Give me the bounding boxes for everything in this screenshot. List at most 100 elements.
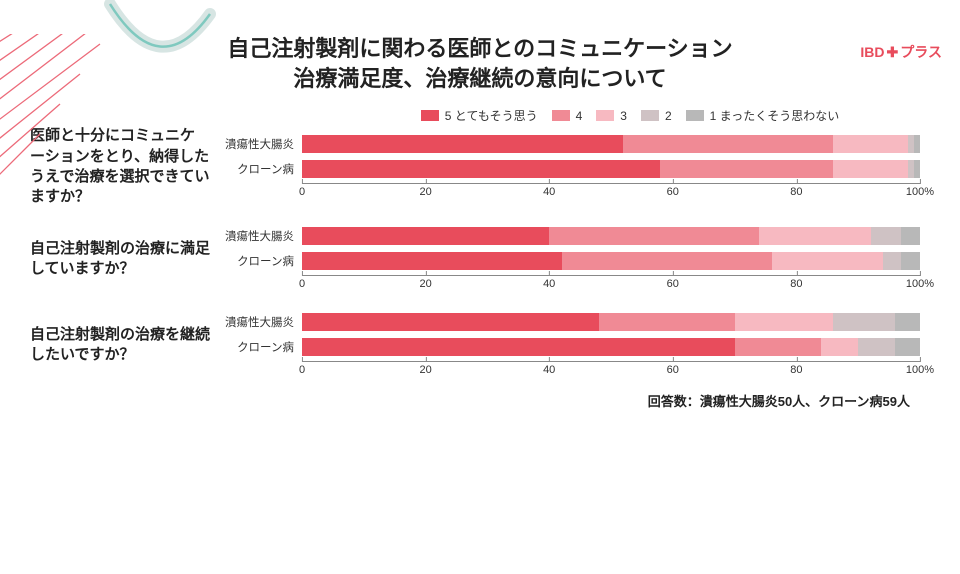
bar-row: 潰瘍性大腸炎 (220, 225, 920, 247)
stacked-bar (302, 252, 920, 270)
bar-segment (302, 313, 599, 331)
legend-label: 4 (576, 109, 583, 123)
x-axis: 020406080100% (302, 183, 920, 201)
stacked-bar (302, 160, 920, 178)
bar-segment (735, 338, 822, 356)
question-group: 自己注射製剤の治療を継続したいですか？潰瘍性大腸炎クローン病 0 20 40 60 80 1… (0, 311, 960, 379)
axis-tick: 40 (543, 180, 555, 192)
page-title: 自己注射製剤に関わる医師とのコミュニケーション 治療満足度、治療継続の意向につい… (0, 34, 960, 93)
bar-segment (599, 313, 735, 331)
bar-row: 潰瘍性大腸炎 (220, 133, 920, 155)
logo-text-1: IBD (860, 44, 884, 60)
bar-segment (901, 227, 920, 245)
legend-swatch (596, 110, 614, 121)
row-label: クローン病 (220, 339, 302, 355)
axis-tick: 0 (299, 272, 305, 284)
axis-tick: 40 (543, 272, 555, 284)
bar-row: クローン病 (220, 336, 920, 358)
axis-tick: 100% (906, 358, 934, 370)
legend-label: 1 まったくそう思わない (710, 107, 840, 124)
axis-tick: 100% (906, 272, 934, 284)
bar-segment (549, 227, 759, 245)
legend-swatch (421, 110, 439, 121)
stacked-bar (302, 313, 920, 331)
axis-tick: 40 (543, 358, 555, 370)
bar-segment (302, 252, 562, 270)
bar-segment (623, 135, 833, 153)
axis-tick: 60 (667, 180, 679, 192)
legend: 5 とてもそう思う 4 3 2 1 まったくそう思わない (300, 107, 960, 124)
bar-segment (759, 227, 870, 245)
axis-tick: 80 (790, 180, 802, 192)
bar-row: クローン病 (220, 158, 920, 180)
legend-item: 1 まったくそう思わない (686, 107, 840, 124)
question-group: 医師と十分にコミュニケーションをとり、納得したうえで治療を選択できていますか？潰… (0, 126, 960, 207)
bar-segment (302, 160, 660, 178)
bars-wrap: 潰瘍性大腸炎クローン病020406080100% (220, 133, 920, 201)
charts-container: 医師と十分にコミュニケーションをとり、納得したうえで治療を選択できていますか？潰… (0, 126, 960, 379)
bar-segment (833, 313, 895, 331)
row-label: 潰瘍性大腸炎 (220, 228, 302, 244)
row-label: 潰瘍性大腸炎 (220, 136, 302, 152)
bar-segment (302, 338, 735, 356)
bar-segment (883, 252, 902, 270)
legend-label: 3 (620, 109, 627, 123)
legend-swatch (641, 110, 659, 121)
legend-item: 3 (596, 109, 627, 123)
stacked-bar (302, 227, 920, 245)
axis-tick: 80 (790, 272, 802, 284)
legend-item: 4 (552, 109, 583, 123)
axis-tick: 60 (667, 358, 679, 370)
logo-text-2: プラス (900, 44, 942, 60)
axis-tick: 80 (790, 358, 802, 370)
legend-item: 2 (641, 109, 672, 123)
axis-tick: 20 (419, 180, 431, 192)
axis-tick: 60 (667, 272, 679, 284)
legend-swatch (552, 110, 570, 121)
question-label: 自己注射製剤の治療に満足していますか？ (30, 239, 220, 280)
bars-wrap: 潰瘍性大腸炎クローン病020406080100% (220, 225, 920, 293)
row-label: クローン病 (220, 253, 302, 269)
axis-tick: 20 (419, 358, 431, 370)
axis-tick: 0 (299, 358, 305, 370)
bar-segment (914, 135, 920, 153)
brand-logo: IBD✚プラス (860, 42, 942, 62)
bar-segment (660, 160, 833, 178)
bar-segment (833, 160, 907, 178)
axis-tick: 20 (419, 272, 431, 284)
bar-row: クローン病 (220, 250, 920, 272)
question-label: 医師と十分にコミュニケーションをとり、納得したうえで治療を選択できていますか？ (30, 126, 220, 207)
legend-swatch (686, 110, 704, 121)
stacked-bar (302, 135, 920, 153)
title-line-1: 自己注射製剤に関わる医師とのコミュニケーション (0, 34, 960, 64)
legend-label: 2 (665, 109, 672, 123)
bar-segment (562, 252, 772, 270)
bar-segment (895, 338, 920, 356)
row-label: クローン病 (220, 161, 302, 177)
bar-segment (858, 338, 895, 356)
bar-segment (772, 252, 883, 270)
bar-segment (833, 135, 907, 153)
row-label: 潰瘍性大腸炎 (220, 314, 302, 330)
bar-segment (895, 313, 920, 331)
x-axis: 020406080100% (302, 361, 920, 379)
bars-wrap: 潰瘍性大腸炎クローン病020406080100% (220, 311, 920, 379)
respondent-footnote: 回答数：潰瘍性大腸炎50人、クローン病59人 (0, 391, 960, 410)
legend-item: 5 とてもそう思う (421, 107, 538, 124)
question-label: 自己注射製剤の治療を継続したいですか？ (30, 325, 220, 366)
bar-segment (735, 313, 834, 331)
bar-row: 潰瘍性大腸炎 (220, 311, 920, 333)
logo-plus-icon: ✚ (887, 44, 899, 60)
axis-tick: 0 (299, 180, 305, 192)
axis-tick: 100% (906, 180, 934, 192)
bar-segment (821, 338, 858, 356)
bar-segment (914, 160, 920, 178)
stacked-bar (302, 338, 920, 356)
x-axis: 020406080100% (302, 275, 920, 293)
bar-segment (302, 227, 549, 245)
bar-segment (901, 252, 920, 270)
title-line-2: 治療満足度、治療継続の意向について (0, 64, 960, 94)
question-group: 自己注射製剤の治療に満足していますか？潰瘍性大腸炎クローン病 0 20 40 60 80 1… (0, 225, 960, 293)
bar-segment (871, 227, 902, 245)
legend-label: 5 とてもそう思う (445, 107, 538, 124)
